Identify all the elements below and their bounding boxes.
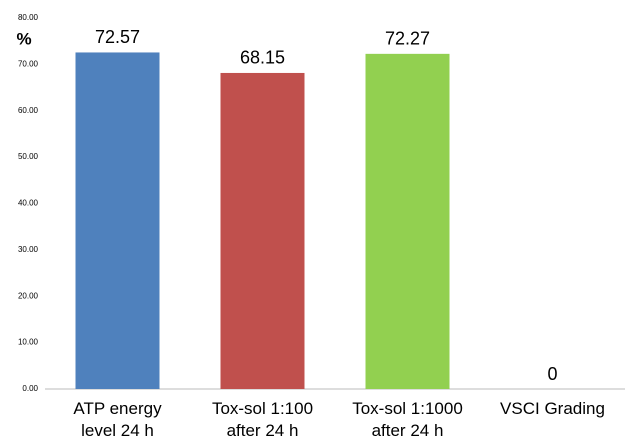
x-tick-label: VSCI Grading xyxy=(500,399,605,418)
x-tick-label: Tox-sol 1:100 after 24 h xyxy=(211,399,314,440)
y-axis-label: % xyxy=(16,29,31,48)
data-label: 72.57 xyxy=(95,27,140,47)
y-tick-label: 10.00 xyxy=(18,338,39,347)
y-tick-label: 50.00 xyxy=(18,152,39,161)
bar xyxy=(220,72,305,389)
y-tick-label: 70.00 xyxy=(18,59,39,68)
y-tick-label: 0.00 xyxy=(22,384,38,393)
y-tick-label: 30.00 xyxy=(18,245,39,254)
x-tick-label: ATP energy level 24 h xyxy=(73,399,162,440)
bar xyxy=(75,52,160,389)
y-tick-label: 60.00 xyxy=(18,106,39,115)
bar xyxy=(365,53,450,390)
y-tick-label: 40.00 xyxy=(18,199,39,208)
data-label: 72.27 xyxy=(385,29,430,49)
y-tick-label: 20.00 xyxy=(18,291,39,300)
data-label: 0 xyxy=(547,364,557,384)
y-tick-label: 80.00 xyxy=(18,13,39,22)
x-tick-label: Tox-sol 1:1000 after 24 h xyxy=(352,399,463,440)
data-label: 68.15 xyxy=(240,48,285,68)
